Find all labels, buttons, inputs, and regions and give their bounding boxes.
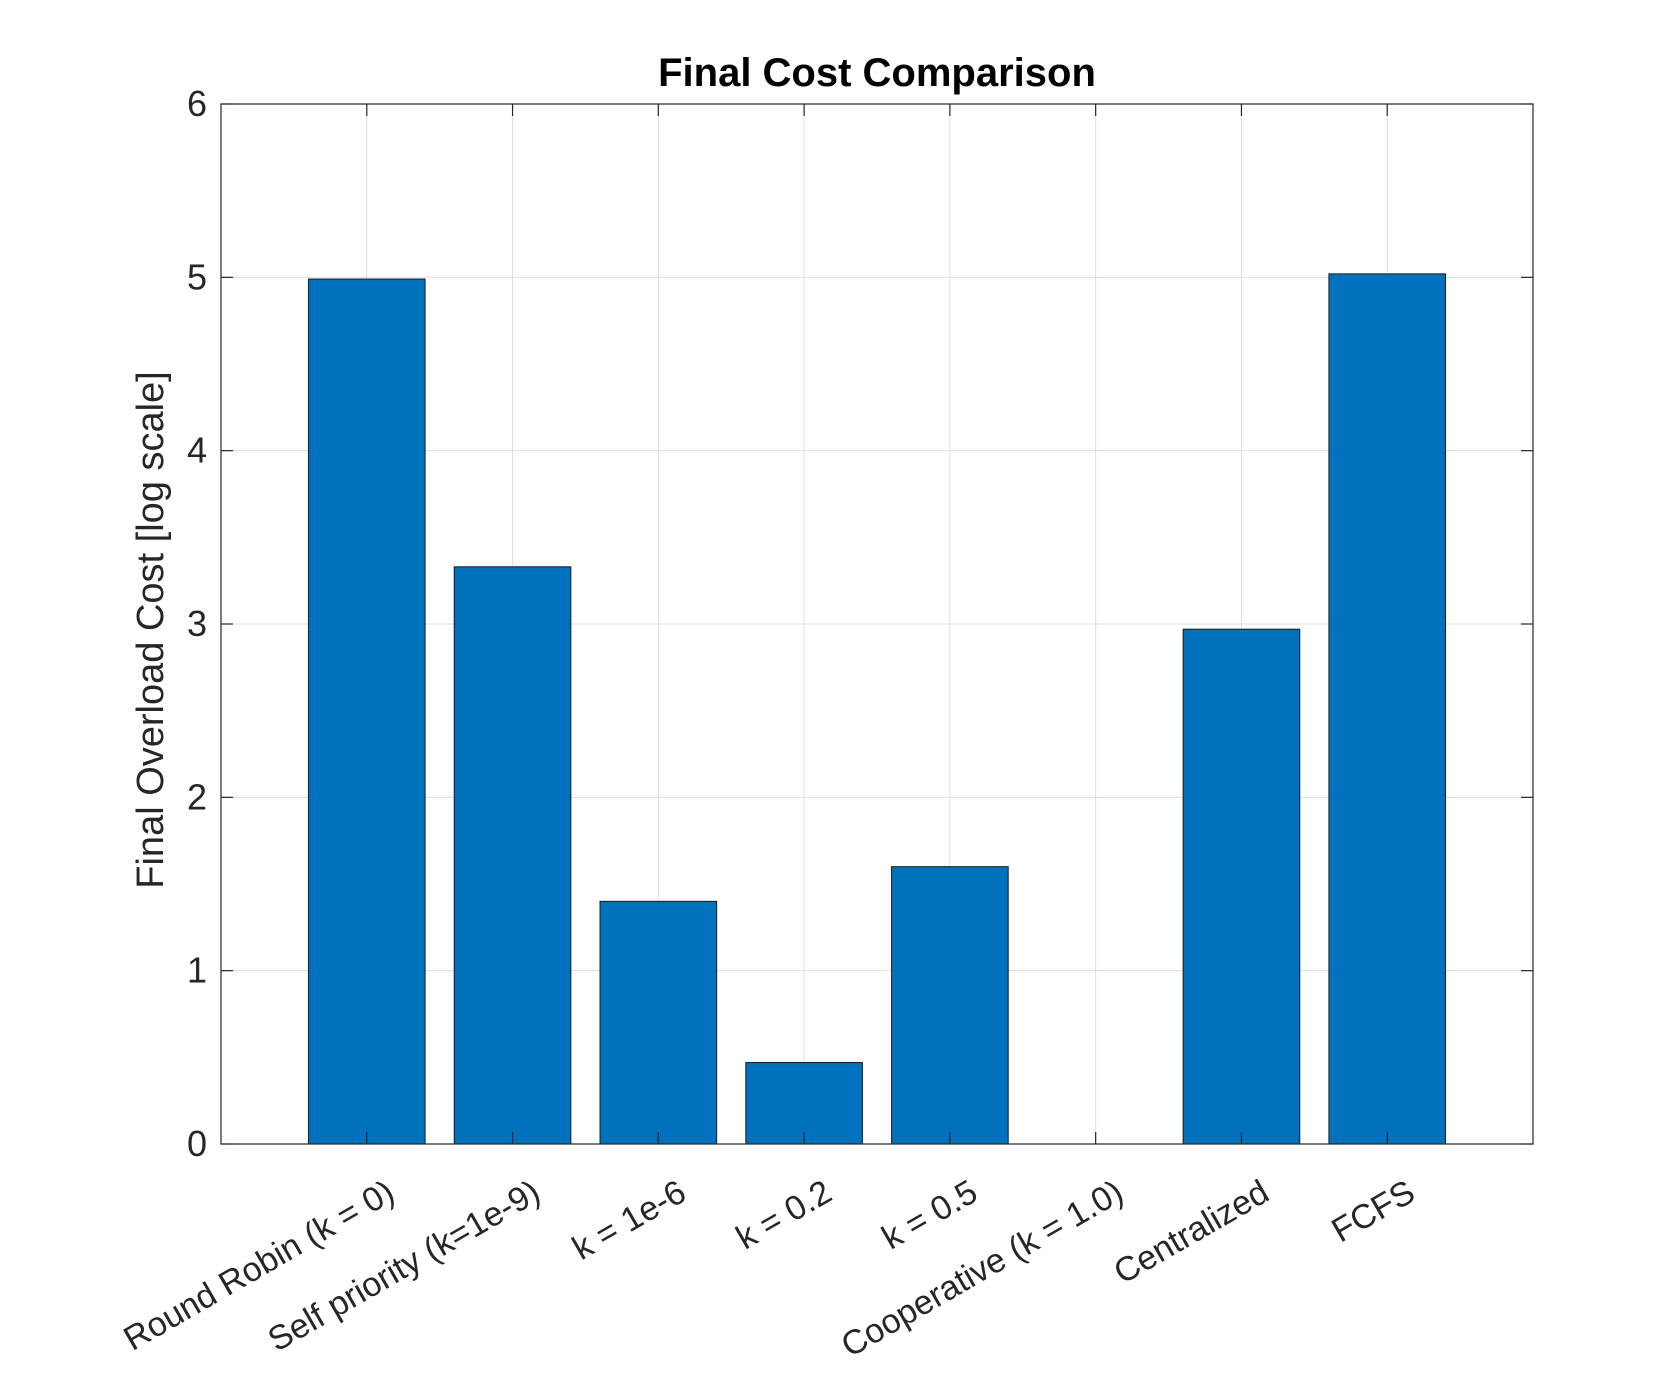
bar-4 [745,1062,863,1145]
y-tick-label: 5 [187,256,207,297]
x-tick-labels: Round Robin (k = 0)Self priority (k=1e-9… [117,1173,1421,1365]
chart-title: Final Cost Comparison [658,51,1096,95]
bar-5 [891,866,1009,1145]
x-tick-label: k = 0.5 [876,1173,984,1257]
x-tick-label: Cooperative (k = 1.0) [835,1173,1130,1365]
x-tick-label: Round Robin (k = 0) [117,1173,400,1359]
y-tick-labels: 0 1 2 3 4 5 6 [187,83,207,1164]
bars [307,273,1447,1145]
bar-7 [1182,628,1301,1145]
y-tick-label: 6 [187,83,207,124]
bar-1 [307,278,426,1145]
y-tick-label: 1 [187,950,207,991]
y-tick-label: 4 [187,430,207,471]
y-tick-label: 3 [187,603,207,644]
bar-3 [599,900,718,1145]
x-tick-label: Centralized [1108,1173,1276,1292]
bar-8 [1328,273,1447,1145]
x-tick-label: k = 1e-6 [566,1173,692,1268]
x-tick-label: FCFS [1325,1173,1421,1250]
y-tick-label: 0 [187,1123,207,1164]
x-tick-label: k = 0.2 [730,1173,838,1257]
x-tick-label: Self priority (k=1e-9) [262,1173,547,1359]
axis-ticks [221,103,1533,1145]
y-axis-label: Final Overload Cost [log scale] [130,371,172,888]
bar-2 [453,566,572,1145]
y-tick-label: 2 [187,776,207,817]
